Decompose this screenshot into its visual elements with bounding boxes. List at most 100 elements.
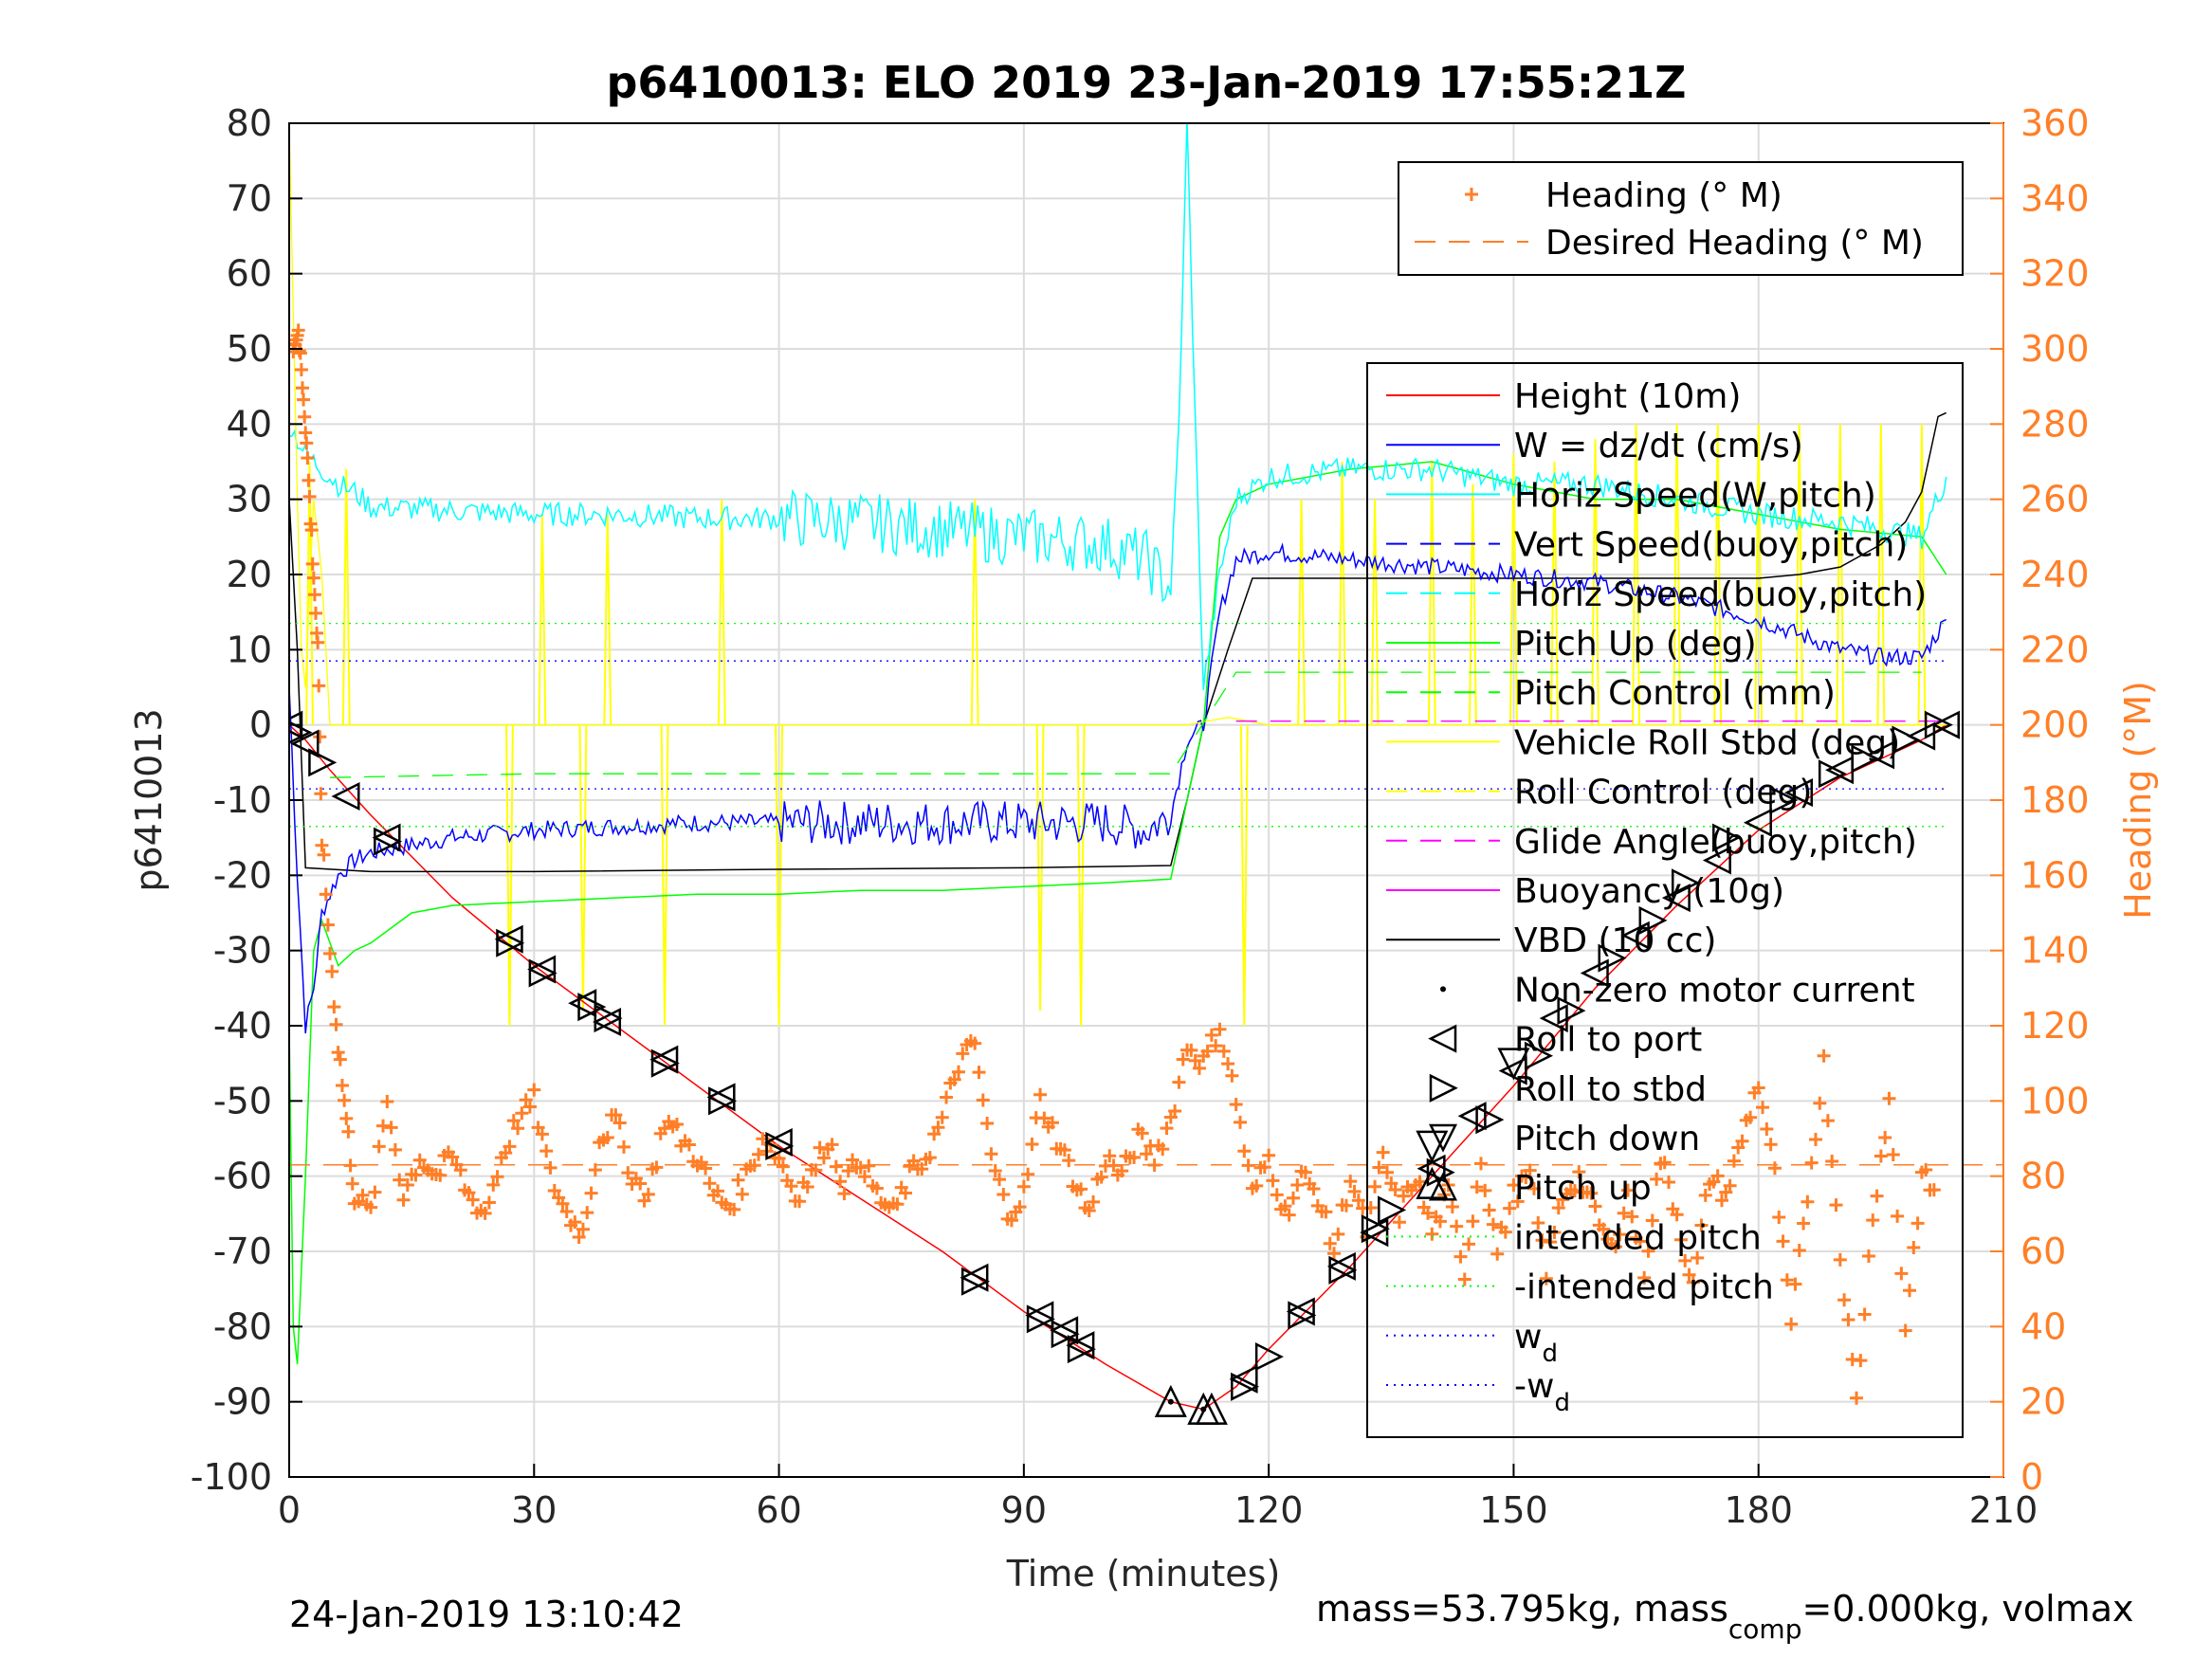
legend-label-text: VBD (10 cc) — [1514, 921, 1716, 960]
heading-point — [1421, 1206, 1435, 1220]
heading-point — [327, 1000, 341, 1014]
legend-label-text: W = dz/dt (cm/s) — [1514, 427, 1803, 465]
heading-point — [1397, 1189, 1411, 1203]
heading-point — [1698, 1188, 1712, 1202]
heading-point — [333, 1052, 347, 1066]
heading-point — [1837, 1293, 1852, 1307]
heading-point — [649, 1160, 664, 1175]
y2-tick-label: 80 — [2020, 1156, 2066, 1197]
heading-point — [1772, 1210, 1786, 1224]
heading-point — [543, 1160, 558, 1175]
heading-point — [1156, 1142, 1170, 1157]
x-tick-label: 150 — [1479, 1489, 1548, 1531]
roll-stbd-marker — [1818, 759, 1847, 789]
roll-spike — [1370, 499, 1380, 725]
heading-point — [368, 1185, 382, 1199]
heading-point — [1278, 1199, 1292, 1213]
heading-point — [1351, 1194, 1365, 1208]
heading-point — [1490, 1247, 1505, 1261]
heading-point — [621, 1166, 635, 1180]
roll-stbd-marker — [1712, 823, 1742, 852]
y-tick-label: 70 — [227, 177, 272, 219]
y2-tick-label: 220 — [2020, 629, 2090, 670]
roll-spike — [341, 468, 351, 725]
heading-point — [1388, 1182, 1402, 1196]
heading-point — [343, 1158, 357, 1173]
roll-spike — [1338, 461, 1347, 725]
heading-point — [1523, 1163, 1537, 1177]
heading-point — [1037, 1111, 1051, 1125]
heading-point — [364, 1200, 378, 1214]
heading-point — [1004, 1213, 1018, 1228]
heading-point — [1307, 1181, 1321, 1195]
legend-label-text: Buoyancy (10g) — [1514, 872, 1784, 911]
roll-spike — [1591, 439, 1600, 725]
heading-point — [580, 1206, 594, 1220]
heading-point — [956, 1047, 970, 1061]
heading-point — [1551, 1201, 1565, 1215]
heading-point — [1910, 1216, 1925, 1231]
heading-point — [338, 1093, 352, 1107]
heading-point — [1820, 1114, 1835, 1128]
heading-point — [400, 1178, 414, 1193]
pitch-down-marker — [1497, 1048, 1530, 1081]
y2-tick-label: 100 — [2020, 1080, 2090, 1121]
footer-date: 24-Jan-2019 13:10:42 — [289, 1594, 684, 1635]
heading-point — [658, 1121, 672, 1136]
legend-label: Roll to port — [1514, 1021, 1702, 1060]
legend-label: Buoyancy (10g) — [1514, 872, 1784, 911]
roll-port-marker — [1783, 778, 1814, 808]
y-tick-label: 40 — [227, 403, 272, 445]
heading-point — [466, 1193, 480, 1207]
heading-point — [899, 1186, 913, 1200]
legend-label-text: Pitch down — [1514, 1120, 1700, 1158]
heading-point — [1817, 1048, 1831, 1063]
y-tick-label: 0 — [249, 704, 272, 746]
heading-point — [317, 848, 331, 862]
heading-point — [1221, 1057, 1235, 1071]
roll-port-marker — [1050, 1316, 1079, 1345]
heading-point — [412, 1153, 427, 1167]
heading-point — [1510, 1194, 1525, 1209]
heading-point — [993, 1173, 1007, 1187]
heading-point — [923, 1151, 937, 1165]
roll-port-marker — [1743, 808, 1772, 837]
heading-point — [1466, 1214, 1480, 1229]
heading-point — [853, 1160, 868, 1175]
legend-label: Heading (° M) — [1545, 176, 1782, 215]
heading-point — [1544, 1235, 1558, 1249]
heading-point — [1262, 1148, 1276, 1162]
legend-label: -wd — [1514, 1367, 1570, 1417]
heading-point — [1016, 1179, 1031, 1194]
heading-point — [1347, 1184, 1362, 1198]
roll-spike — [1673, 424, 1682, 725]
motor-current-dot — [1200, 1406, 1207, 1413]
heading-point — [833, 1175, 848, 1189]
heading-point — [1902, 1284, 1916, 1298]
heading-point — [1813, 1096, 1827, 1110]
heading-point — [1776, 1234, 1790, 1249]
roll-spike — [578, 724, 588, 1012]
heading-point — [1723, 1178, 1737, 1193]
heading-point — [1021, 1167, 1035, 1181]
heading-point — [1850, 1391, 1864, 1405]
heading-point — [294, 362, 308, 376]
roll-spike — [1836, 424, 1845, 725]
legend-label: Pitch Up (deg) — [1514, 625, 1757, 664]
heading-point — [1792, 1244, 1806, 1257]
series-line — [329, 671, 1922, 778]
heading-point — [1597, 1222, 1611, 1236]
heading-point — [1788, 1277, 1802, 1291]
heading-point — [1927, 1183, 1941, 1197]
heading-point — [1327, 1247, 1342, 1261]
roll-port-marker — [1025, 1301, 1054, 1330]
heading-point — [1673, 1232, 1688, 1247]
heading-point — [329, 1017, 343, 1031]
roll-stbd-marker — [1557, 996, 1586, 1026]
roll-spike — [1795, 424, 1804, 725]
heading-point — [300, 436, 314, 450]
y2-tick-label: 280 — [2020, 403, 2090, 445]
heading-point — [846, 1153, 860, 1167]
legend-label-text: Vert Speed(buoy,pitch) — [1514, 526, 1908, 565]
heading-point — [1780, 1273, 1794, 1287]
